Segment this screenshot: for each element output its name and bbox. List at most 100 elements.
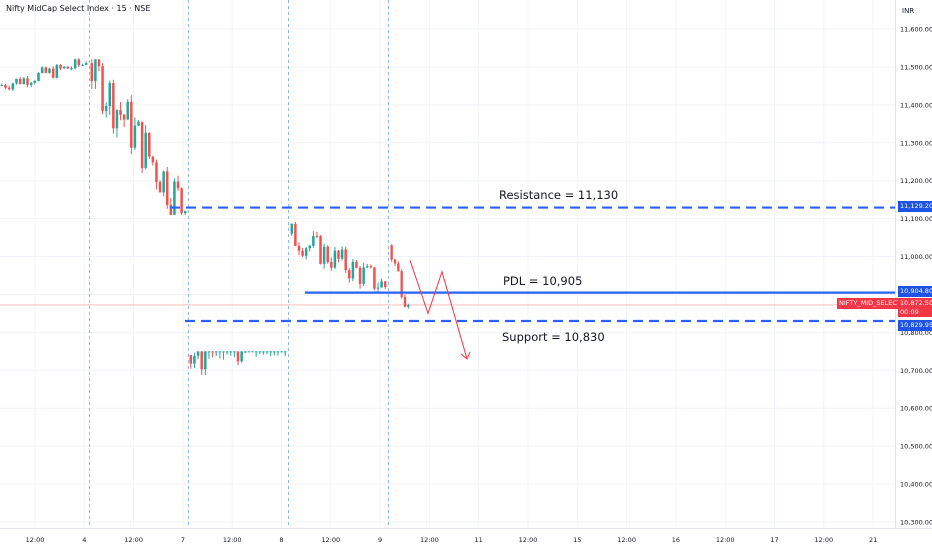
candle-body <box>66 66 70 69</box>
projection-arrow[interactable] <box>409 260 468 360</box>
resistance-price-tag: 11,129.20 <box>898 201 932 212</box>
candlestick-series[interactable] <box>0 58 410 375</box>
candle-body <box>73 59 77 69</box>
price-tick-label: 11,200.00 <box>900 177 932 185</box>
candle-body <box>11 83 15 90</box>
candle-body <box>196 351 200 356</box>
candle-body <box>104 106 108 111</box>
candle-body <box>18 78 22 85</box>
price-tick-label: 11,400.00 <box>900 101 932 109</box>
candle-body <box>365 266 369 268</box>
candle-body <box>301 250 304 256</box>
candle-body <box>355 261 358 268</box>
candle-body <box>115 110 119 129</box>
candle-body <box>173 181 176 215</box>
candle-body <box>37 72 40 81</box>
candle-body <box>122 114 126 120</box>
time-tick-label: 12:00 <box>26 536 45 544</box>
candle-body <box>240 351 243 362</box>
candle-body <box>59 65 62 69</box>
candle-body <box>90 63 94 82</box>
candle-body <box>162 171 165 193</box>
candle-body <box>70 68 73 70</box>
resistance-annotation[interactable]: Resistance = 11,130 <box>499 188 619 202</box>
candle-body <box>130 101 133 148</box>
candle-body <box>225 351 229 353</box>
candle-body <box>326 246 329 263</box>
candle-body <box>44 67 48 73</box>
candle-body <box>393 259 397 264</box>
candle-body <box>94 59 97 82</box>
candle-body <box>351 261 355 279</box>
time-tick-label: 12:00 <box>814 536 833 544</box>
chart-title: Nifty MidCap Select Index · 15 · NSE <box>6 4 151 13</box>
candle-body <box>258 351 262 353</box>
candle-body <box>62 66 66 69</box>
candle-body <box>340 249 344 259</box>
projection-arrowhead <box>460 351 471 360</box>
time-tick-label: 12:00 <box>223 536 242 544</box>
price-tick-label: 10,400.00 <box>900 481 932 489</box>
support-annotation[interactable]: Support = 10,830 <box>502 330 605 344</box>
support-price-tag: 10,829.95 <box>898 320 932 331</box>
candle-body <box>297 245 301 251</box>
candle-body <box>144 132 147 169</box>
pdl-annotation[interactable]: PDL = 10,905 <box>503 274 583 288</box>
candle-body <box>108 83 112 107</box>
candle-body <box>254 351 258 353</box>
chart-grid <box>0 0 895 528</box>
candle-body <box>51 68 55 78</box>
candle-body <box>276 351 280 353</box>
candle-body <box>4 85 7 88</box>
price-tick-label: 10,300.00 <box>900 519 932 527</box>
candle-body <box>158 181 162 193</box>
candle-body <box>207 351 211 353</box>
candle-body <box>362 267 365 284</box>
bar-countdown: 00:09 <box>900 307 919 316</box>
candle-body <box>333 250 337 268</box>
time-tick-label: 11 <box>475 536 483 544</box>
candle-body <box>400 271 403 297</box>
price-levels[interactable] <box>0 206 895 323</box>
time-tick-label: 16 <box>672 536 680 544</box>
candle-body <box>290 223 294 234</box>
time-tick-label: 12:00 <box>124 536 143 544</box>
candle-body <box>308 245 312 249</box>
candle-body <box>315 235 319 237</box>
last-price-tag: 10,872.50 00:09 <box>898 298 932 317</box>
candle-body <box>189 355 193 364</box>
currency-label: INR <box>902 7 915 15</box>
candle-body <box>133 125 137 148</box>
candle-body <box>180 188 183 214</box>
candle-body <box>251 351 254 353</box>
time-tick-label: 12:00 <box>716 536 735 544</box>
candle-body <box>348 270 351 279</box>
candle-body <box>183 211 187 214</box>
candle-body <box>344 249 347 271</box>
candle-body <box>15 78 18 84</box>
candle-body <box>269 351 272 353</box>
price-tick-label: 10,600.00 <box>900 405 932 413</box>
candle-body <box>40 67 44 73</box>
candle-body <box>283 351 287 353</box>
price-tick-label: 11,600.00 <box>900 26 932 34</box>
candle-body <box>148 132 151 157</box>
time-tick-label: 12:00 <box>519 536 538 544</box>
candle-body <box>262 351 265 353</box>
candle-body <box>358 267 362 284</box>
price-axis[interactable]: 11,600.00 11,500.00 11,400.00 11,300.00 11,2… <box>900 26 932 527</box>
time-axis[interactable]: 12:00 4 12:00 7 12:00 8 12:00 9 12:00 11 12:00 15 12… <box>26 536 878 544</box>
candle-body <box>97 59 101 67</box>
session-separators <box>89 0 389 528</box>
candle-body <box>304 248 308 256</box>
candle-body <box>193 355 196 364</box>
candle-body <box>233 351 236 353</box>
time-tick-label: 4 <box>82 536 86 544</box>
candle-body <box>376 287 380 289</box>
candle-body <box>165 171 169 205</box>
candle-body <box>77 59 81 66</box>
candle-body <box>137 121 140 126</box>
candle-body <box>222 351 225 353</box>
candle-body <box>81 64 84 66</box>
